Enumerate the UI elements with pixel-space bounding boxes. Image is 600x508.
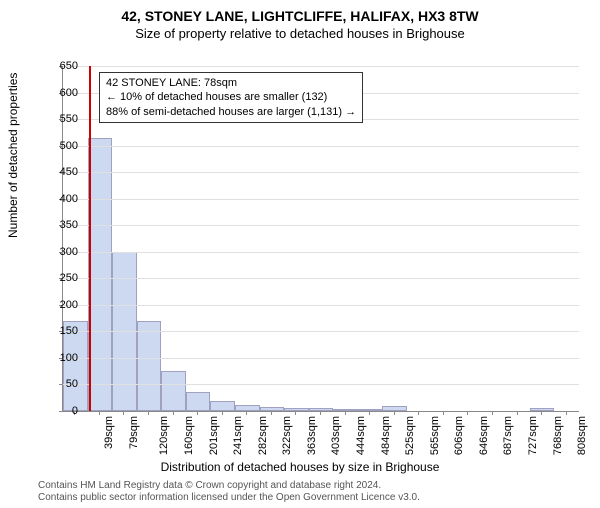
ytick-label: 450	[38, 166, 78, 178]
xtick-mark	[394, 411, 395, 415]
gridline	[63, 199, 579, 200]
xtick-marks	[62, 411, 578, 415]
ytick-label: 250	[38, 272, 78, 284]
xtick-mark	[566, 411, 567, 415]
xtick-mark	[443, 411, 444, 415]
xtick-label: 808sqm	[576, 416, 588, 455]
xtick-mark	[541, 411, 542, 415]
xtick-mark	[517, 411, 518, 415]
xtick-label: 606sqm	[453, 416, 465, 455]
xtick-mark	[173, 411, 174, 415]
histogram-bar	[161, 371, 186, 411]
xtick-label: 120sqm	[159, 416, 171, 455]
xtick-mark	[222, 411, 223, 415]
gridline	[63, 278, 579, 279]
xtick-label: 687sqm	[503, 416, 515, 455]
xtick-label: 39sqm	[103, 416, 115, 449]
ytick-label: 500	[38, 140, 78, 152]
xtick-mark	[197, 411, 198, 415]
gridline	[63, 305, 579, 306]
info-box: 42 STONEY LANE: 78sqm ← 10% of detached …	[99, 72, 363, 123]
xtick-label: 565sqm	[429, 416, 441, 455]
xtick-label: 322sqm	[281, 416, 293, 455]
ytick-label: 150	[38, 325, 78, 337]
attribution-line1: Contains HM Land Registry data © Crown c…	[38, 480, 420, 492]
histogram-bar	[186, 392, 211, 411]
xtick-mark	[246, 411, 247, 415]
xtick-mark	[492, 411, 493, 415]
xtick-label: 79sqm	[128, 416, 140, 449]
xtick-label: 241sqm	[232, 416, 244, 455]
title-main: 42, STONEY LANE, LIGHTCLIFFE, HALIFAX, H…	[0, 8, 600, 24]
histogram-bar	[88, 138, 113, 411]
attribution-line2: Contains public sector information licen…	[38, 492, 420, 504]
xtick-label: 525sqm	[404, 416, 416, 455]
gridline	[63, 172, 579, 173]
gridline	[63, 146, 579, 147]
xtick-label: 201sqm	[208, 416, 220, 455]
xtick-mark	[148, 411, 149, 415]
xtick-mark	[320, 411, 321, 415]
x-axis-label: Distribution of detached houses by size …	[0, 460, 600, 474]
info-line-1: 42 STONEY LANE: 78sqm	[106, 76, 356, 90]
gridline	[63, 384, 579, 385]
ytick-label: 400	[38, 193, 78, 205]
xtick-label: 160sqm	[183, 416, 195, 455]
gridline	[63, 225, 579, 226]
xtick-mark	[271, 411, 272, 415]
xtick-label: 403sqm	[331, 416, 343, 455]
ytick-label: 100	[38, 352, 78, 364]
xtick-label: 363sqm	[306, 416, 318, 455]
xtick-mark	[418, 411, 419, 415]
xtick-label: 444sqm	[355, 416, 367, 455]
xtick-mark	[123, 411, 124, 415]
histogram-bar	[210, 401, 235, 411]
reference-marker-line	[89, 66, 91, 411]
gridline	[63, 66, 579, 67]
ytick-label: 600	[38, 87, 78, 99]
title-sub: Size of property relative to detached ho…	[0, 26, 600, 41]
xtick-label: 646sqm	[478, 416, 490, 455]
gridline	[63, 358, 579, 359]
histogram-bar	[137, 321, 162, 411]
info-line-3: 88% of semi-detached houses are larger (…	[106, 105, 356, 119]
xtick-label: 484sqm	[380, 416, 392, 455]
gridline	[63, 331, 579, 332]
ytick-label: 50	[38, 378, 78, 390]
xtick-mark	[295, 411, 296, 415]
xtick-mark	[345, 411, 346, 415]
ytick-label: 200	[38, 299, 78, 311]
ytick-label: 650	[38, 60, 78, 72]
chart-container: 42, STONEY LANE, LIGHTCLIFFE, HALIFAX, H…	[0, 8, 600, 508]
ytick-label: 350	[38, 219, 78, 231]
ytick-label: 0	[38, 405, 78, 417]
xtick-label: 768sqm	[552, 416, 564, 455]
xtick-label: 727sqm	[527, 416, 539, 455]
attribution: Contains HM Land Registry data © Crown c…	[38, 480, 420, 504]
plot-area: 42 STONEY LANE: 78sqm ← 10% of detached …	[62, 66, 579, 412]
y-axis-label: Number of detached properties	[6, 73, 20, 238]
xtick-mark	[99, 411, 100, 415]
ytick-label: 550	[38, 113, 78, 125]
xtick-mark	[467, 411, 468, 415]
ytick-label: 300	[38, 246, 78, 258]
gridline	[63, 252, 579, 253]
info-line-2: ← 10% of detached houses are smaller (13…	[106, 90, 356, 104]
xtick-mark	[369, 411, 370, 415]
xtick-label: 282sqm	[257, 416, 269, 455]
